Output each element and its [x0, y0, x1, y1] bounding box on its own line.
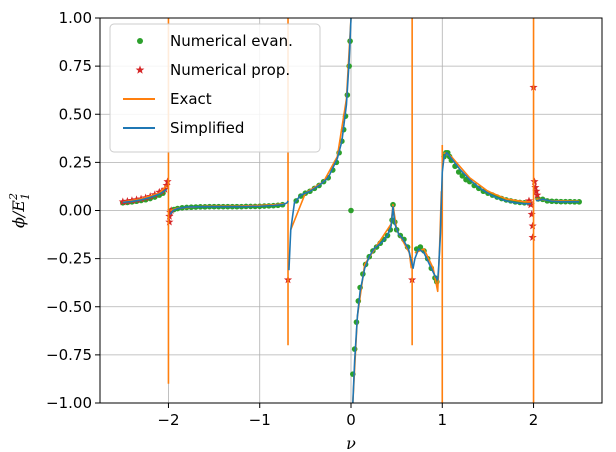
y-tick-label: −0.75	[46, 346, 92, 364]
y-tick-label: 1.00	[59, 9, 92, 27]
y-axis-label-superscript: 2	[7, 193, 20, 201]
legend-label: Numerical prop.	[170, 61, 290, 79]
data-star	[524, 196, 534, 205]
x-axis-ticks: −2 −1 0 1 2	[157, 403, 538, 429]
line-segment	[536, 198, 580, 203]
y-axis-label-main: ϕ/E	[9, 200, 28, 228]
legend-marker-star	[135, 65, 145, 74]
data-star	[160, 185, 169, 193]
line-segment	[122, 188, 168, 204]
line-segment	[352, 151, 531, 403]
line-segment	[169, 200, 289, 215]
data-star	[528, 221, 537, 230]
legend-label: Simplified	[170, 119, 244, 137]
legend-item: Numerical evan.	[137, 32, 293, 50]
legend-label: Exact	[170, 90, 212, 108]
y-tick-label: 0.00	[59, 202, 92, 220]
y-tick-label: 0.50	[59, 105, 92, 123]
x-tick-label: 2	[529, 411, 539, 429]
data-star	[165, 211, 174, 220]
y-tick-label: 0.75	[59, 57, 92, 75]
legend-box	[109, 23, 321, 153]
y-axis-label: ϕ/E12	[7, 193, 32, 228]
data-star	[533, 190, 542, 199]
y-axis-label-subscript: 1	[19, 193, 32, 200]
x-axis-label: ν	[346, 434, 356, 452]
legend-item: Exact	[123, 90, 212, 108]
legend-item: Simplified	[123, 119, 244, 137]
x-tick-label: −2	[157, 411, 179, 429]
x-tick-label: 1	[437, 411, 447, 429]
data-star	[165, 217, 174, 226]
data-star	[155, 187, 164, 196]
data-star	[162, 181, 171, 189]
y-tick-label: −1.00	[46, 394, 92, 412]
data-star	[530, 177, 539, 186]
data-point	[576, 199, 582, 205]
legend-item: Numerical prop.	[135, 61, 290, 79]
x-tick-label: −1	[249, 411, 271, 429]
data-star	[163, 177, 172, 186]
data-star	[527, 210, 536, 218]
data-star	[531, 183, 540, 191]
data-star	[528, 233, 537, 241]
y-tick-label: −0.50	[46, 298, 92, 316]
data-point	[348, 207, 354, 214]
line-segment	[288, 18, 352, 271]
line-segment	[122, 184, 168, 203]
y-axis-ticks: −1.00 −0.75 −0.50 −0.25 0.00 0.25 0.50 0.75 1.00	[46, 9, 100, 412]
legend: Numerical evan. Numerical prop. Exact Simpl…	[109, 23, 321, 153]
data-star	[532, 186, 541, 195]
y-tick-label: −0.25	[46, 250, 92, 268]
series-simplified	[122, 18, 580, 403]
line-segment	[443, 152, 531, 203]
legend-marker-dot	[137, 38, 143, 44]
y-tick-label: 0.25	[59, 153, 92, 171]
x-tick-label: 0	[346, 411, 356, 429]
legend-label: Numerical evan.	[170, 32, 293, 50]
